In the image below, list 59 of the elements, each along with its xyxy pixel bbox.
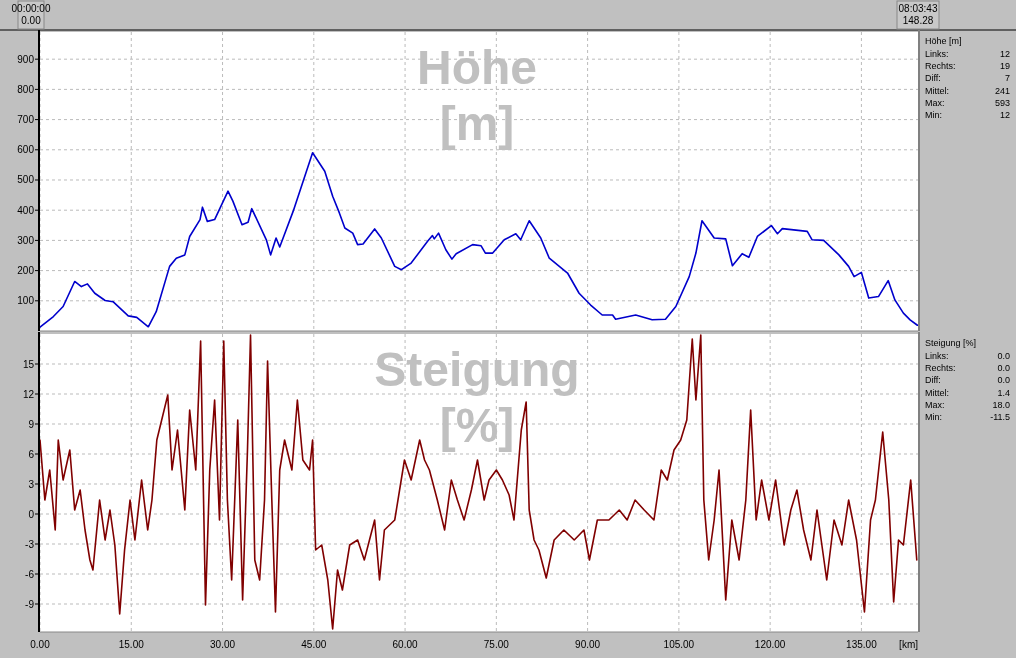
text: 12 bbox=[999, 110, 1010, 120]
cursor-box: 08:03:43 148.28 bbox=[896, 0, 940, 30]
text: Höhe [m] bbox=[925, 36, 962, 46]
text: 593 bbox=[994, 97, 1010, 108]
text: Diff: bbox=[925, 73, 941, 84]
text: Diff: bbox=[925, 375, 941, 386]
x-tick-label: 90.00 bbox=[575, 639, 601, 650]
y-tick-label: 400 bbox=[17, 204, 35, 216]
y-tick-label: 200 bbox=[17, 265, 35, 277]
y-tick-label: 9 bbox=[28, 418, 35, 430]
x-tick-label: 60.00 bbox=[392, 639, 419, 650]
text: Max: bbox=[925, 399, 945, 410]
y-tick-label: -6 bbox=[25, 568, 35, 580]
y-tick-label: 100 bbox=[17, 295, 35, 307]
text: Steigung [%] bbox=[374, 343, 580, 452]
text: Mittel: bbox=[925, 85, 950, 96]
text: 19 bbox=[999, 61, 1010, 72]
x-tick-label: 120.00 bbox=[754, 639, 786, 650]
text: 0.0 bbox=[997, 351, 1010, 361]
y-tick-label: 300 bbox=[17, 234, 35, 246]
x-tick-label: 0.00 bbox=[30, 639, 51, 650]
text: Mittel: bbox=[925, 387, 950, 398]
text: Min: bbox=[925, 412, 943, 422]
text: 0.0 bbox=[997, 363, 1010, 374]
line-series bbox=[39, 152, 919, 328]
x-axis-title: [km] bbox=[899, 639, 919, 650]
y-tick-label: 6 bbox=[28, 448, 35, 460]
text: 0.0 bbox=[997, 375, 1010, 386]
y-tick-label: -9 bbox=[25, 598, 35, 610]
y-tick-label: 15 bbox=[22, 358, 35, 370]
x-tick-label: 45.00 bbox=[301, 639, 327, 650]
text: Steigung [%] bbox=[925, 338, 977, 348]
x-tick-label: 30.00 bbox=[210, 639, 236, 650]
text: Höhe [m] bbox=[417, 41, 537, 150]
y-tick-label: -3 bbox=[25, 538, 35, 550]
y-tick-label: 800 bbox=[17, 83, 35, 95]
y-tick-label: 600 bbox=[17, 144, 35, 156]
text: Links: bbox=[925, 49, 949, 59]
y-tick-label: 900 bbox=[17, 53, 35, 65]
text: Max: bbox=[925, 97, 945, 108]
x-tick-label: 105.00 bbox=[663, 639, 695, 650]
text: 7 bbox=[1004, 73, 1010, 84]
text: 18.0 bbox=[992, 399, 1010, 410]
text: 12 bbox=[999, 49, 1010, 59]
y-tick-label: 12 bbox=[22, 388, 35, 400]
text: Links: bbox=[925, 351, 949, 361]
text: Min: bbox=[925, 110, 943, 120]
y-tick-label: 3 bbox=[28, 478, 35, 490]
x-tick-label: 135.00 bbox=[846, 639, 878, 650]
x-tick-label: 75.00 bbox=[483, 639, 510, 650]
text: Rechts: bbox=[925, 363, 956, 374]
text: -11.5 bbox=[990, 412, 1010, 422]
text: 241 bbox=[994, 85, 1010, 96]
x-tick-label: 15.00 bbox=[118, 639, 145, 650]
y-tick-label: 700 bbox=[17, 114, 35, 126]
y-tick-label: 0 bbox=[28, 508, 35, 520]
text: Rechts: bbox=[925, 61, 956, 72]
y-tick-label: 500 bbox=[17, 174, 35, 186]
text: 1.4 bbox=[997, 387, 1010, 398]
